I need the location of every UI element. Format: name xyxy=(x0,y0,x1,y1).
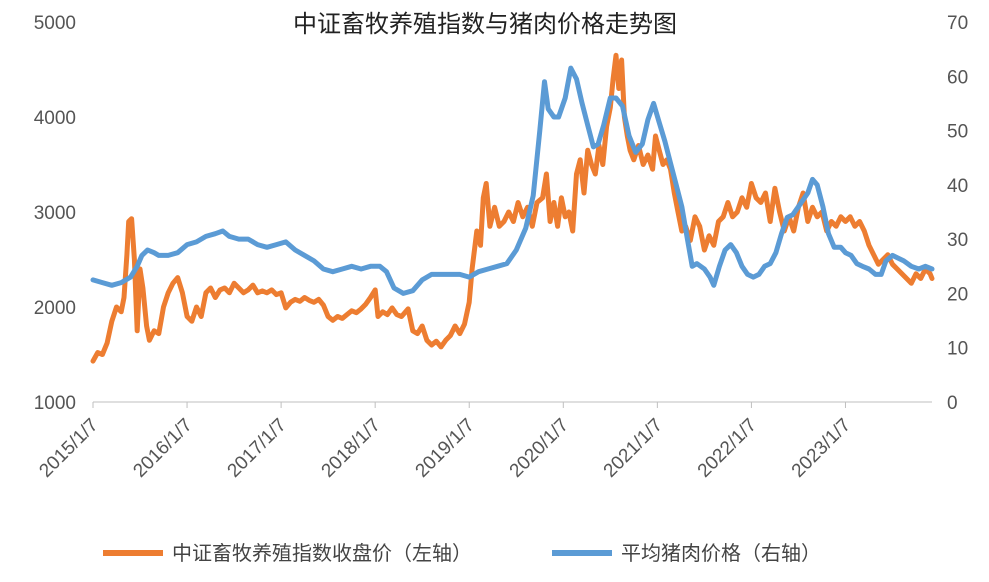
x-tick-label: 2022/1/7 xyxy=(694,415,761,482)
y-left-axis: 1000 2000 3000 4000 5000 xyxy=(34,13,76,414)
y-right-tick-label: 10 xyxy=(947,339,968,360)
y-right-tick-label: 50 xyxy=(947,122,968,143)
y-right-tick-label: 60 xyxy=(947,67,968,88)
y-left-tick-label: 5000 xyxy=(34,13,76,34)
y-right-axis: 0 10 20 30 40 50 60 70 xyxy=(947,13,968,414)
chart-title: 中证畜牧养殖指数与猪肉价格走势图 xyxy=(293,10,677,38)
series-line-pork xyxy=(90,65,935,296)
y-left-tick-label: 1000 xyxy=(34,393,76,414)
x-tick-label: 2019/1/7 xyxy=(412,415,479,482)
x-tick-label: 2018/1/7 xyxy=(318,415,385,482)
x-tick-label: 2023/1/7 xyxy=(788,415,855,482)
legend-label-pork: 平均猪肉价格（右轴） xyxy=(621,541,821,565)
x-tick-label: 2017/1/7 xyxy=(223,415,290,482)
y-right-tick-label: 20 xyxy=(947,284,968,305)
x-tick-label: 2020/1/7 xyxy=(506,415,573,482)
legend-label-index: 中证畜牧养殖指数收盘价（左轴） xyxy=(172,541,472,565)
x-tick-label: 2016/1/7 xyxy=(129,415,196,482)
legend: 中证畜牧养殖指数收盘价（左轴） 平均猪肉价格（右轴） xyxy=(103,541,821,565)
y-right-tick-label: 40 xyxy=(947,176,968,197)
x-tick-label: 2015/1/7 xyxy=(35,415,102,482)
x-tick-label: 2021/1/7 xyxy=(600,415,667,482)
y-left-tick-label: 3000 xyxy=(34,203,76,224)
x-axis: 2015/1/7 2016/1/7 2017/1/7 2018/1/7 2019/1/7… xyxy=(35,402,855,482)
y-right-tick-label: 0 xyxy=(947,393,958,414)
y-right-tick-label: 30 xyxy=(947,230,968,251)
y-left-tick-label: 4000 xyxy=(34,108,76,129)
y-left-tick-label: 2000 xyxy=(34,298,76,319)
y-right-tick-label: 70 xyxy=(947,13,968,34)
series-line-index xyxy=(90,52,935,364)
series-layer xyxy=(90,52,935,364)
